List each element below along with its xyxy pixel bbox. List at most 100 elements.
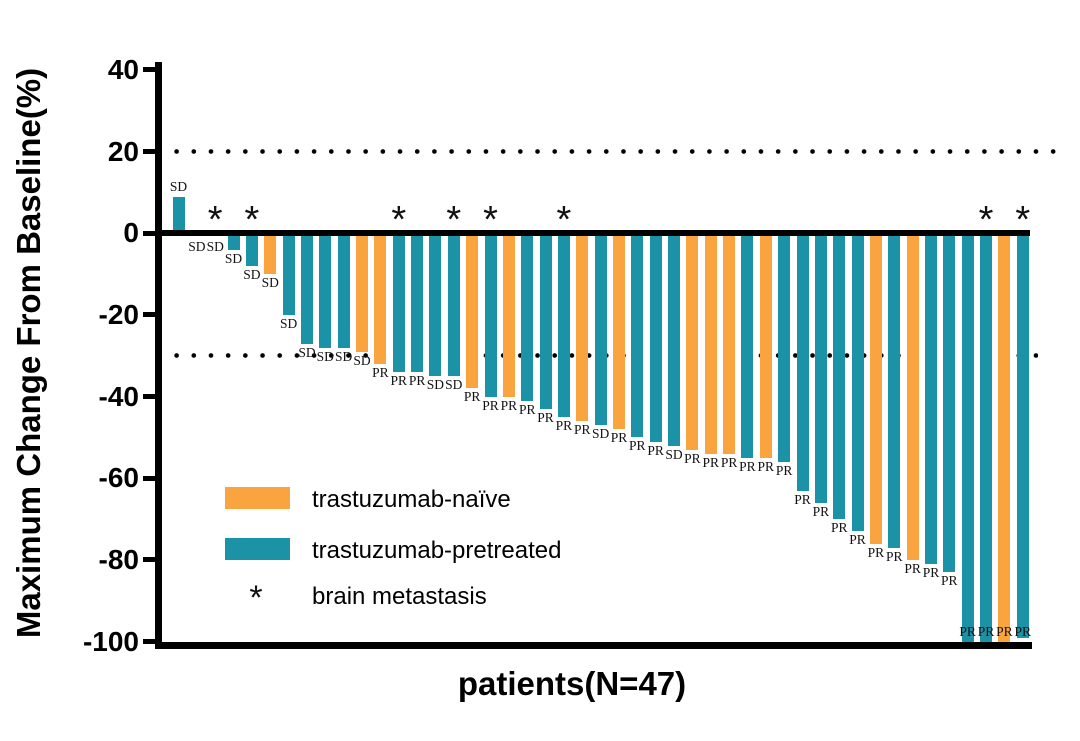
bar-patient-23 xyxy=(576,232,589,422)
response-label: SD xyxy=(243,266,261,282)
bar-patient-44 xyxy=(961,232,974,642)
response-label: PR xyxy=(463,389,481,405)
response-label: PR xyxy=(922,565,940,581)
legend-label-naive: trastuzumab-naïve xyxy=(312,486,511,513)
y-axis-line xyxy=(155,62,162,649)
bar-patient-46 xyxy=(998,232,1011,642)
bar-patient-15 xyxy=(429,232,442,377)
bar-patient-43 xyxy=(943,232,956,573)
legend-swatch-pretreated xyxy=(225,538,290,560)
brain-metastasis-asterisk-icon: * xyxy=(391,199,407,241)
response-label: PR xyxy=(610,430,628,446)
response-label: PR xyxy=(500,397,518,413)
brain-metastasis-asterisk-icon: * xyxy=(556,199,572,241)
response-label: PR xyxy=(629,438,646,454)
bar-patient-27 xyxy=(649,232,662,442)
response-label: PR xyxy=(941,573,958,589)
zero-baseline xyxy=(159,230,1030,236)
bar-patient-36 xyxy=(814,232,827,503)
bar-patient-8 xyxy=(300,232,313,344)
bar-patient-22 xyxy=(557,232,570,418)
bar-patient-18 xyxy=(484,232,497,397)
bar-patient-39 xyxy=(869,232,882,544)
legend-swatch-naive xyxy=(225,487,290,509)
bar-patient-37 xyxy=(833,232,846,520)
bar-patient-21 xyxy=(539,232,552,409)
response-label: PR xyxy=(555,418,573,434)
response-label: PR xyxy=(867,544,885,560)
response-label: SD xyxy=(426,377,445,393)
brain-metastasis-asterisk-icon: * xyxy=(207,199,223,241)
bar-patient-47 xyxy=(1016,232,1029,638)
response-label: PR xyxy=(372,364,389,380)
y-tick-mark xyxy=(143,230,156,236)
response-label: PR xyxy=(702,454,719,470)
bar-patient-17 xyxy=(466,232,479,389)
legend-label-pretreated: trastuzumab-pretreated xyxy=(312,537,562,564)
y-tick-label: -100 xyxy=(82,625,139,657)
bar-patient-40 xyxy=(888,232,901,548)
bar-patient-10 xyxy=(337,232,350,348)
legend-asterisk-icon: * xyxy=(249,579,263,617)
response-label: SD xyxy=(353,352,371,368)
response-label: PR xyxy=(886,548,903,564)
bar-patient-28 xyxy=(668,232,681,446)
bar-patient-7 xyxy=(282,232,295,315)
bar-patient-6 xyxy=(264,232,277,275)
bottom-axis-line xyxy=(155,642,1032,649)
bar-patient-9 xyxy=(319,232,332,348)
brain-metastasis-asterisk-icon: * xyxy=(483,199,498,241)
bar-patient-16 xyxy=(447,232,460,377)
response-label: PR xyxy=(794,491,811,507)
bar-patient-33 xyxy=(759,232,772,458)
y-tick-mark xyxy=(143,475,156,481)
brain-metastasis-asterisk-icon: * xyxy=(446,199,462,241)
y-tick-mark xyxy=(143,312,156,318)
response-label: SD xyxy=(261,275,279,291)
response-label: PR xyxy=(812,503,830,519)
bar-patient-38 xyxy=(851,232,864,532)
brain-metastasis-asterisk-icon: * xyxy=(1015,199,1031,241)
response-label: PR xyxy=(537,409,554,425)
bar-patient-12 xyxy=(374,232,387,364)
response-label: PR xyxy=(574,422,591,438)
bar-patient-24 xyxy=(594,232,607,426)
bar-patient-30 xyxy=(704,232,717,454)
response-label: SD xyxy=(169,178,188,194)
bar-patient-34 xyxy=(778,232,791,462)
response-label: PR xyxy=(996,624,1013,639)
response-label: SD xyxy=(665,446,683,462)
response-label: PR xyxy=(775,462,793,478)
response-label: PR xyxy=(647,442,664,458)
response-label: PR xyxy=(959,624,976,639)
response-label: PR xyxy=(684,450,701,466)
y-tick-label: 20 xyxy=(107,135,139,167)
response-label: SD xyxy=(206,239,224,254)
response-label: PR xyxy=(482,397,499,413)
response-label: SD xyxy=(335,348,353,364)
response-label: SD xyxy=(279,315,298,331)
y-tick-mark xyxy=(143,67,156,73)
response-label: SD xyxy=(316,348,334,364)
bar-patient-42 xyxy=(924,232,937,565)
bar-patient-19 xyxy=(502,232,515,397)
response-label: SD xyxy=(298,344,316,360)
bar-patient-25 xyxy=(612,232,625,430)
bar-patient-14 xyxy=(411,232,424,373)
bar-patient-20 xyxy=(521,232,534,401)
response-label: PR xyxy=(390,373,407,389)
legend-label-brain-metastasis: brain metastasis xyxy=(312,583,487,610)
bar-patient-11 xyxy=(356,232,369,352)
y-tick-mark xyxy=(143,394,156,400)
bar-patient-41 xyxy=(906,232,919,560)
response-label: SD xyxy=(188,239,206,254)
response-label: SD xyxy=(445,377,463,393)
y-tick-label: 40 xyxy=(107,53,139,85)
y-tick-mark xyxy=(143,149,156,155)
x-axis-title: patients(N=47) xyxy=(457,665,687,702)
dotted-reference-line xyxy=(168,149,1062,155)
response-label: PR xyxy=(977,624,995,639)
bar-patient-26 xyxy=(631,232,644,438)
y-tick-label: 0 xyxy=(123,217,139,249)
